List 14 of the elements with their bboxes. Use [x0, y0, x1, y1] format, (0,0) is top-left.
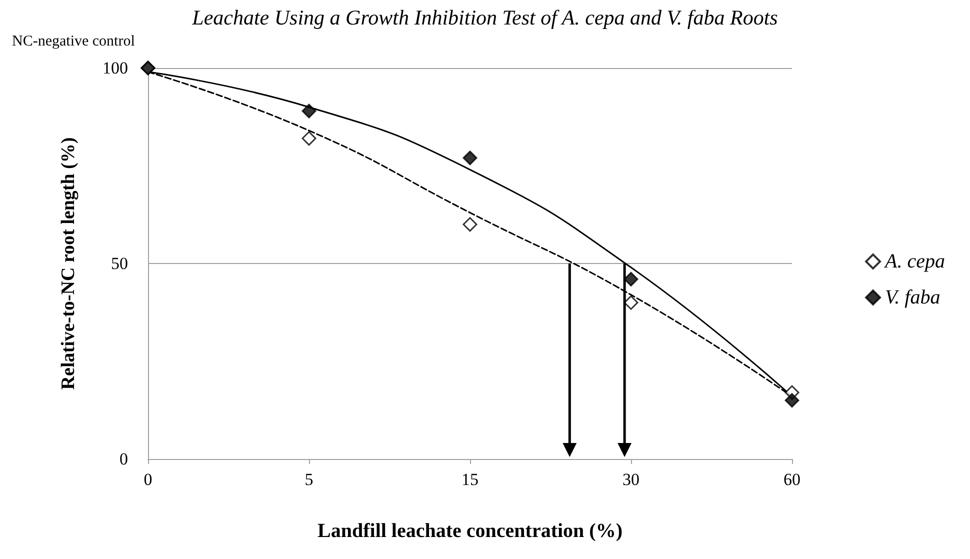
text: NC-negative control: [12, 34, 135, 50]
y-axis-title: Relative-to-NC root length (%): [58, 137, 79, 390]
legend-label: A. cepa: [883, 250, 946, 272]
x-axis-title: Landfill leachate concentration (%): [318, 520, 622, 542]
x-tick-label: 60: [784, 470, 800, 489]
x-tick-label: 15: [462, 470, 478, 489]
y-tick-label: 50: [111, 254, 128, 273]
x-tick-label: 30: [622, 470, 640, 489]
legend-label: V. faba: [885, 286, 940, 308]
x-tick-label: 0: [144, 470, 152, 489]
y-tick-label: 100: [102, 58, 128, 78]
x-tick-label: 5: [304, 470, 314, 489]
y-tick-label: 0: [120, 450, 128, 468]
chart-title: Leachate Using a Growth Inhibition Test of A. cepa and V. faba Roots: [191, 6, 778, 30]
